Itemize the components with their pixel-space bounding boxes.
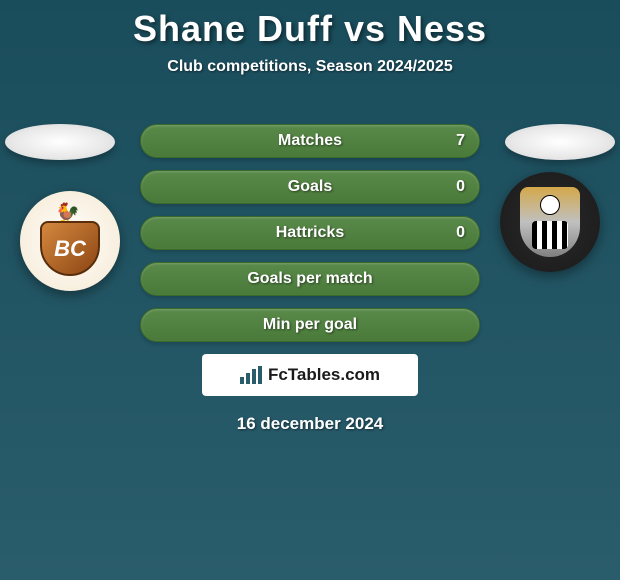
stat-value-right: 0 — [456, 224, 465, 242]
bc-shield: BC — [40, 221, 100, 276]
stat-label: Hattricks — [276, 224, 344, 242]
stat-label: Goals — [288, 178, 332, 196]
stat-label: Matches — [278, 132, 342, 150]
stat-row-matches: Matches 7 — [140, 124, 480, 158]
stripes-icon — [532, 221, 568, 249]
header: Shane Duff vs Ness Club competitions, Se… — [0, 0, 620, 76]
brand-box[interactable]: FcTables.com — [202, 354, 418, 396]
player-right-avatar — [505, 124, 615, 160]
stat-label: Min per goal — [263, 316, 357, 334]
club-badge-left: 🐓 BC — [20, 191, 120, 291]
stats-container: Matches 7 Goals 0 Hattricks 0 Goals per … — [140, 106, 480, 342]
date-text: 16 december 2024 — [0, 414, 620, 434]
bradford-city-logo: 🐓 BC — [35, 201, 105, 281]
stat-value-right: 7 — [456, 132, 465, 150]
notts-county-logo — [520, 187, 580, 257]
stat-label: Goals per match — [247, 270, 372, 288]
bar-chart-icon — [240, 366, 262, 384]
page-title: Shane Duff vs Ness — [0, 8, 620, 50]
comparison-content: 🐓 BC Matches 7 Goals 0 Hattricks 0 Goals… — [0, 106, 620, 434]
club-badge-right — [500, 172, 600, 272]
stat-row-min-per-goal: Min per goal — [140, 308, 480, 342]
stat-row-goals: Goals 0 — [140, 170, 480, 204]
stat-value-right: 0 — [456, 178, 465, 196]
brand-text: FcTables.com — [268, 365, 380, 385]
subtitle: Club competitions, Season 2024/2025 — [0, 58, 620, 76]
stat-row-goals-per-match: Goals per match — [140, 262, 480, 296]
ball-icon — [540, 195, 560, 215]
player-left-avatar — [5, 124, 115, 160]
stat-row-hattricks: Hattricks 0 — [140, 216, 480, 250]
